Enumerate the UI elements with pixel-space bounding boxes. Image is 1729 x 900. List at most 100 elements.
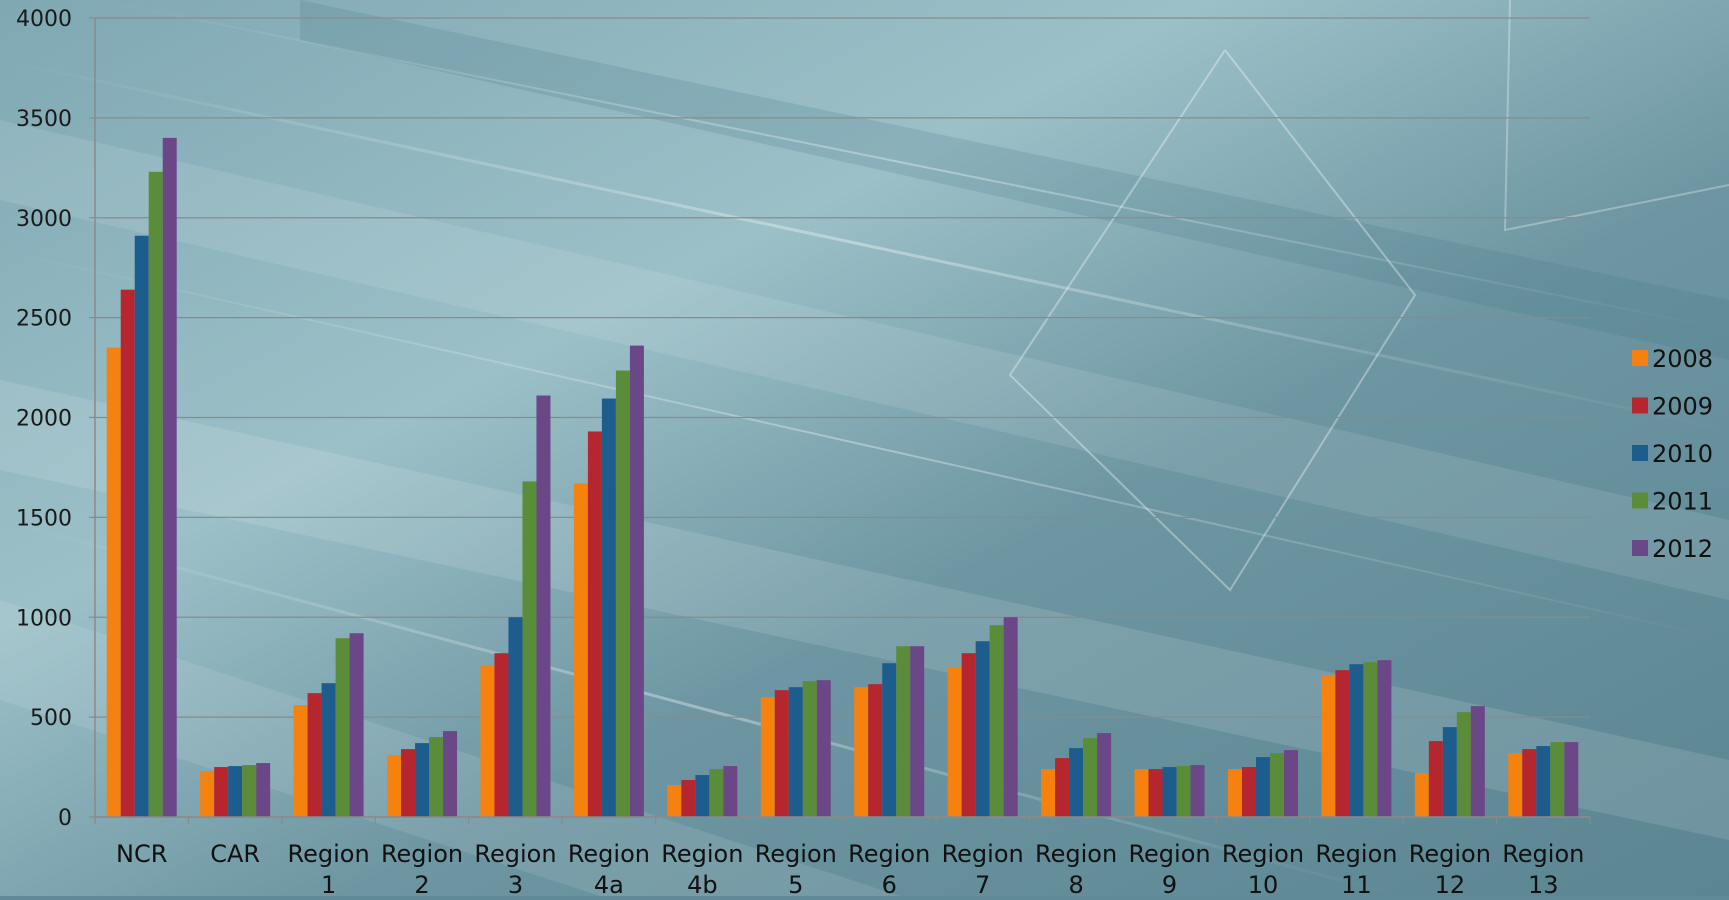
bar-2010-13 [1349,664,1364,817]
y-tick-label: 1500 [16,506,72,531]
bar-2011-10 [1083,738,1098,817]
bar-2011-7 [802,681,817,817]
bar-2009-11 [1148,769,1163,817]
bars [106,137,1579,818]
y-tick-label: 1000 [16,606,72,631]
x-tick-label: Region [1315,840,1397,868]
bar-2009-2 [307,693,322,817]
bar-2010-4 [508,617,523,817]
bar-2010-15 [1536,746,1551,817]
bar-2008-1 [200,771,215,817]
bar-2009-6 [681,780,696,817]
y-tick-label: 500 [30,706,72,731]
bar-2012-5 [629,345,644,817]
y-axis-ticks: 0 500 1000 1500 2000 2500 3000 3500 4000 [16,7,95,831]
bar-2009-0 [120,289,135,817]
bar-2008-0 [106,347,121,817]
bar-2012-9 [1003,617,1018,817]
bar-2010-3 [415,743,430,817]
bar-2011-0 [148,171,163,817]
x-tick-label: 4a [594,871,624,896]
bar-2012-11 [1190,765,1205,817]
bar-2010-8 [882,663,897,817]
bar-2012-14 [1470,706,1485,817]
legend-label-2011: 2011 [1652,488,1713,516]
legend-swatch-2009 [1632,397,1648,414]
bar-2008-7 [760,697,775,817]
bar-2010-1 [228,766,243,817]
bar-2010-5 [601,398,616,817]
bar-2008-15 [1508,753,1523,817]
x-tick-label: NCR [116,840,167,868]
bar-2010-12 [1255,757,1270,817]
bar-2010-10 [1069,748,1084,817]
x-tick-label: Region [381,840,463,868]
legend-swatch-2008 [1632,350,1648,366]
legend-swatch-2011 [1632,492,1648,509]
bar-2009-10 [1055,758,1070,817]
bar-2012-6 [723,766,738,817]
y-tick-label: 2500 [16,307,72,332]
x-tick-label: Region [942,840,1024,868]
bar-2010-14 [1442,727,1457,817]
x-tick-label: Region [755,840,837,868]
bar-2008-8 [854,687,869,817]
bar-2011-1 [242,765,257,817]
bar-2010-6 [695,775,710,817]
bar-2008-2 [293,705,308,817]
axes [94,18,1591,824]
legend-label-2008: 2008 [1652,345,1713,373]
bar-2010-11 [1162,767,1177,817]
bar-2011-14 [1456,712,1471,817]
bar-2012-15 [1564,742,1579,817]
bar-2009-1 [214,767,229,817]
x-tick-label: Region [1222,840,1304,868]
bar-2009-14 [1428,741,1443,817]
bar-2008-10 [1041,769,1056,817]
x-tick-label: Region [1502,840,1584,868]
bar-2009-15 [1522,749,1537,817]
bar-2008-9 [947,667,962,817]
legend-label-2010: 2010 [1652,440,1713,468]
bar-2009-12 [1241,767,1256,817]
bar-2009-8 [868,684,883,817]
x-tick-label: 10 [1248,871,1279,896]
x-tick-label: Region [1128,840,1210,868]
x-tick-label: 2 [414,871,429,896]
x-tick-label: 5 [788,871,803,896]
y-tick-label: 0 [58,806,72,831]
bar-2012-8 [910,646,925,817]
legend-swatch-2010 [1632,445,1648,461]
bar-2011-13 [1363,662,1378,817]
bar-2010-7 [788,687,803,817]
bar-2010-0 [134,235,149,818]
bar-2009-9 [961,653,976,817]
bar-2012-12 [1283,750,1298,817]
x-tick-label: Region [568,840,650,868]
bar-2011-15 [1550,742,1565,817]
bar-2011-4 [522,481,537,817]
bar-2012-2 [349,633,364,817]
y-tick-label: 3000 [16,207,72,232]
bar-2012-7 [816,680,831,817]
bar-2010-2 [321,683,336,817]
x-tick-label: Region [288,840,370,868]
x-tick-label: 13 [1528,871,1559,896]
bar-2012-0 [162,137,177,818]
bar-2012-3 [443,731,458,817]
bar-2010-9 [975,641,990,817]
x-tick-label: 4b [687,871,718,896]
bar-2009-4 [494,653,509,817]
x-tick-label: CAR [210,840,260,868]
legend-label-2009: 2009 [1652,393,1713,421]
legend: 2008 2009 2010 2011 2012 [1632,345,1713,563]
y-tick-label: 3500 [16,107,72,132]
x-tick-label: 1 [321,871,336,896]
x-tick-label: Region [1035,840,1117,868]
bar-2008-13 [1321,675,1336,817]
bar-2008-6 [667,785,682,817]
bar-2011-9 [989,625,1004,817]
bar-2008-3 [387,755,402,817]
x-tick-label: 12 [1435,871,1466,896]
